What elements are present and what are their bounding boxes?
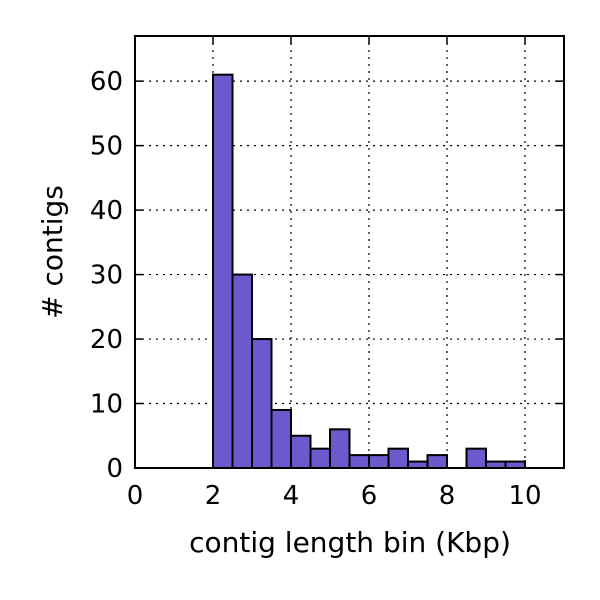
histogram-bar	[212, 73, 234, 470]
histogram-bar	[348, 454, 370, 470]
x-tick-label: 10	[508, 481, 541, 511]
y-tick-label: 60	[90, 67, 123, 97]
x-tick-labels: 0 2 4 6 8 10	[127, 481, 542, 511]
plot-frame	[134, 35, 565, 469]
y-tick-label: 50	[90, 132, 123, 162]
histogram-bar	[426, 454, 448, 470]
histogram-bars	[212, 73, 526, 470]
histogram-bar	[290, 434, 312, 470]
y-tick-label: 20	[90, 325, 123, 355]
y-tick-label: 40	[90, 196, 123, 226]
y-tick-label: 30	[90, 261, 123, 291]
y-axis-label: # contigs	[36, 185, 69, 319]
x-tick-label: 8	[439, 481, 456, 511]
histogram-bar	[309, 447, 331, 469]
x-axis-label: contig length bin (Kbp)	[189, 526, 511, 559]
histogram-bar	[387, 447, 409, 469]
histogram-bar	[251, 338, 273, 469]
x-tick-label: 2	[205, 481, 222, 511]
histogram-bar	[329, 428, 351, 470]
histogram-bar	[368, 454, 390, 470]
y-tick-label: 10	[90, 390, 123, 420]
x-tick-label: 6	[361, 481, 378, 511]
x-tick-label: 0	[127, 481, 144, 511]
histogram-bar	[231, 273, 253, 469]
histogram-bar	[465, 447, 487, 469]
histogram-bar	[270, 408, 292, 470]
axis-ticks	[134, 36, 564, 469]
x-tick-label: 4	[283, 481, 300, 511]
y-tick-label: 0	[106, 454, 123, 484]
grid-lines	[135, 36, 564, 468]
y-tick-labels: 0 10 20 30 40 50 60	[90, 67, 123, 484]
